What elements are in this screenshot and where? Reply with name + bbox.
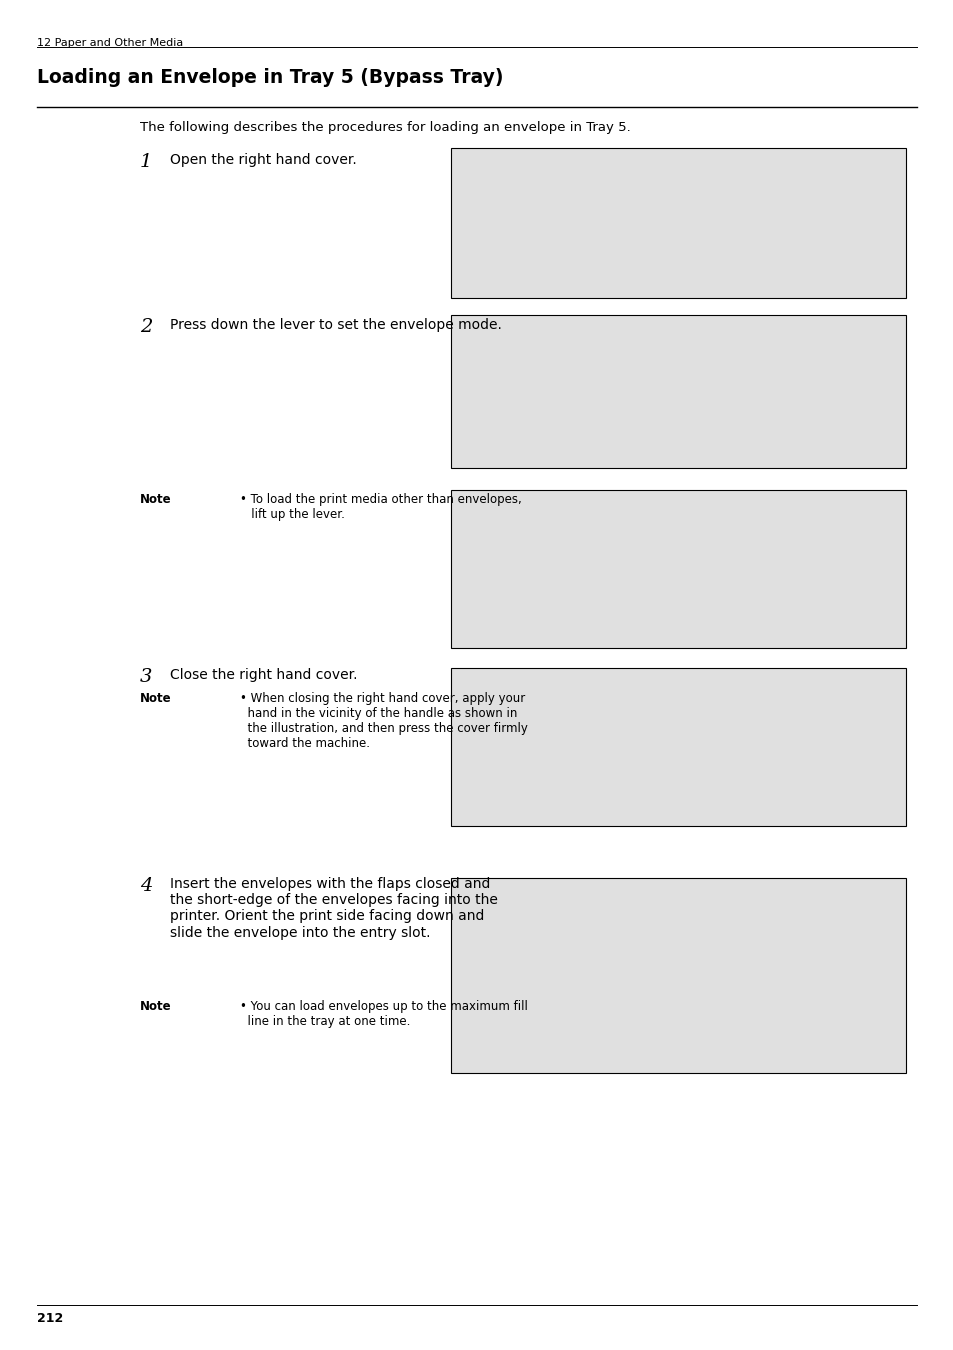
Text: Press down the lever to set the envelope mode.: Press down the lever to set the envelope… bbox=[170, 319, 501, 332]
Bar bbox=[451, 668, 905, 826]
Text: 1: 1 bbox=[140, 153, 152, 171]
Text: 2: 2 bbox=[140, 319, 152, 336]
Text: 4: 4 bbox=[140, 878, 152, 895]
Text: Insert the envelopes with the flaps closed and
the short-edge of the envelopes f: Insert the envelopes with the flaps clos… bbox=[170, 878, 497, 940]
Text: Note: Note bbox=[140, 693, 172, 705]
Text: 3: 3 bbox=[140, 668, 152, 686]
Bar bbox=[451, 148, 905, 298]
Text: Close the right hand cover.: Close the right hand cover. bbox=[170, 668, 357, 682]
Text: • To load the print media other than envelopes,
   lift up the lever.: • To load the print media other than env… bbox=[240, 493, 521, 521]
Bar bbox=[451, 490, 905, 648]
Text: 212: 212 bbox=[37, 1312, 63, 1324]
Text: • When closing the right hand cover, apply your
  hand in the vicinity of the ha: • When closing the right hand cover, app… bbox=[240, 693, 527, 751]
Text: Open the right hand cover.: Open the right hand cover. bbox=[170, 153, 356, 167]
Text: Note: Note bbox=[140, 1000, 172, 1012]
Bar bbox=[451, 315, 905, 468]
Text: The following describes the procedures for loading an envelope in Tray 5.: The following describes the procedures f… bbox=[140, 122, 630, 134]
Text: • You can load envelopes up to the maximum fill
  line in the tray at one time.: • You can load envelopes up to the maxim… bbox=[240, 1000, 527, 1027]
Text: 12 Paper and Other Media: 12 Paper and Other Media bbox=[37, 38, 183, 49]
Text: Note: Note bbox=[140, 493, 172, 506]
Text: Loading an Envelope in Tray 5 (Bypass Tray): Loading an Envelope in Tray 5 (Bypass Tr… bbox=[37, 68, 503, 86]
Bar bbox=[451, 878, 905, 1073]
